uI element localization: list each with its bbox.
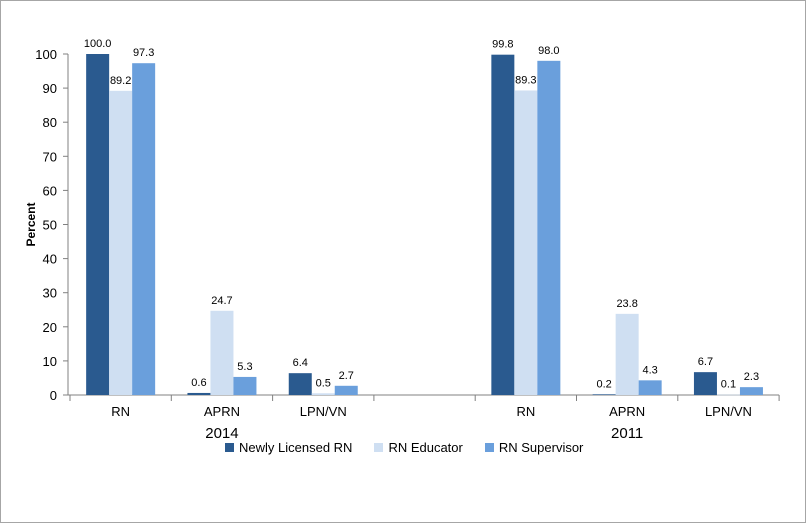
- legend: Newly Licensed RN RN Educator RN Supervi…: [225, 439, 605, 455]
- y-axis-title: Percent: [24, 202, 38, 246]
- legend-item-rn-educator: RN Educator: [374, 439, 463, 455]
- data-label-2014-aprn-rn-educator: 24.7: [211, 295, 232, 307]
- legend-label: RN Educator: [388, 439, 463, 455]
- bar-2011-lpn-vn-rn-educator: [716, 394, 740, 396]
- data-label-2011-rn-rn-supervisor: 98.0: [538, 45, 559, 57]
- bar-2014-lpn-vn-rn-educator: [311, 393, 335, 395]
- y-tick-label: 80: [43, 115, 57, 130]
- legend-item-rn-supervisor: RN Supervisor: [484, 439, 584, 455]
- data-label-2014-lpn-vn-rn-educator: 0.5: [316, 377, 331, 389]
- bar-2011-rn-newly-licensed-rn: [491, 54, 515, 395]
- bar-2014-rn-newly-licensed-rn: [86, 54, 110, 395]
- bar-2011-lpn-vn-rn-supervisor: [739, 387, 763, 395]
- y-tick-label: 40: [43, 252, 57, 267]
- y-tick-label: 50: [43, 218, 57, 233]
- x-category-label: RN: [111, 404, 130, 419]
- x-category-label: APRN: [609, 404, 645, 419]
- x-category-label: LPN/VN: [705, 404, 752, 419]
- x-group-label-2014: 2014: [205, 425, 238, 442]
- x-category-label: APRN: [204, 404, 240, 419]
- legend-swatch: [225, 442, 234, 452]
- x-category-label: RN: [516, 404, 535, 419]
- x-group-label-2011: 2011: [611, 425, 643, 442]
- x-category-label: LPN/VN: [300, 404, 347, 419]
- data-label-2011-lpn-vn-newly-licensed-rn: 6.7: [698, 356, 713, 368]
- data-label-2011-aprn-rn-educator: 23.8: [616, 298, 637, 310]
- data-label-2014-aprn-newly-licensed-rn: 0.6: [191, 377, 206, 389]
- y-tick-label: 90: [43, 81, 57, 96]
- bar-2011-aprn-newly-licensed-rn: [592, 394, 616, 395]
- bar-2014-aprn-rn-educator: [210, 310, 234, 395]
- bar-2011-aprn-rn-supervisor: [638, 380, 662, 395]
- bar-2014-lpn-vn-newly-licensed-rn: [288, 373, 312, 395]
- legend-swatch: [374, 442, 384, 452]
- bar-2011-lpn-vn-newly-licensed-rn: [693, 372, 717, 395]
- y-tick-label: 70: [43, 149, 57, 164]
- data-label-2011-aprn-newly-licensed-rn: 0.2: [597, 378, 612, 390]
- legend-label: RN Supervisor: [498, 439, 584, 455]
- bar-2014-aprn-rn-supervisor: [233, 376, 257, 395]
- y-tick-label: 0: [50, 388, 57, 403]
- data-label-2014-rn-rn-educator: 89.2: [110, 75, 131, 87]
- data-label-2014-rn-rn-supervisor: 97.3: [133, 47, 154, 59]
- bar-2011-rn-rn-supervisor: [537, 60, 561, 395]
- data-label-2011-rn-rn-educator: 89.3: [515, 74, 536, 86]
- y-tick-label: 30: [43, 286, 57, 301]
- y-tick-label: 60: [43, 183, 57, 198]
- legend-swatch: [484, 442, 494, 452]
- legend-item-newly-licensed-rn: Newly Licensed RN: [225, 440, 352, 455]
- data-label-2011-aprn-rn-supervisor: 4.3: [643, 364, 658, 376]
- y-tick-label: 100: [35, 47, 57, 62]
- data-label-2014-aprn-rn-supervisor: 5.3: [237, 361, 252, 373]
- bar-2014-rn-rn-educator: [109, 90, 133, 395]
- data-label-2011-rn-newly-licensed-rn: 99.8: [492, 39, 513, 51]
- data-label-2011-lpn-vn-rn-educator: 0.1: [721, 379, 736, 391]
- bar-2011-rn-rn-educator: [514, 90, 538, 395]
- y-tick-label: 10: [43, 354, 57, 369]
- bar-2014-aprn-newly-licensed-rn: [187, 392, 211, 395]
- y-tick-label: 20: [43, 320, 57, 335]
- data-label-2011-lpn-vn-rn-supervisor: 2.3: [744, 371, 759, 383]
- bar-2014-lpn-vn-rn-supervisor: [334, 385, 358, 395]
- data-label-2014-rn-newly-licensed-rn: 100.0: [84, 38, 112, 50]
- legend-label: Newly Licensed RN: [239, 439, 353, 455]
- bar-2014-rn-rn-supervisor: [132, 63, 156, 395]
- data-label-2014-lpn-vn-rn-supervisor: 2.7: [339, 370, 354, 382]
- bar-2011-aprn-rn-educator: [615, 313, 639, 395]
- data-label-2014-lpn-vn-newly-licensed-rn: 6.4: [293, 357, 308, 369]
